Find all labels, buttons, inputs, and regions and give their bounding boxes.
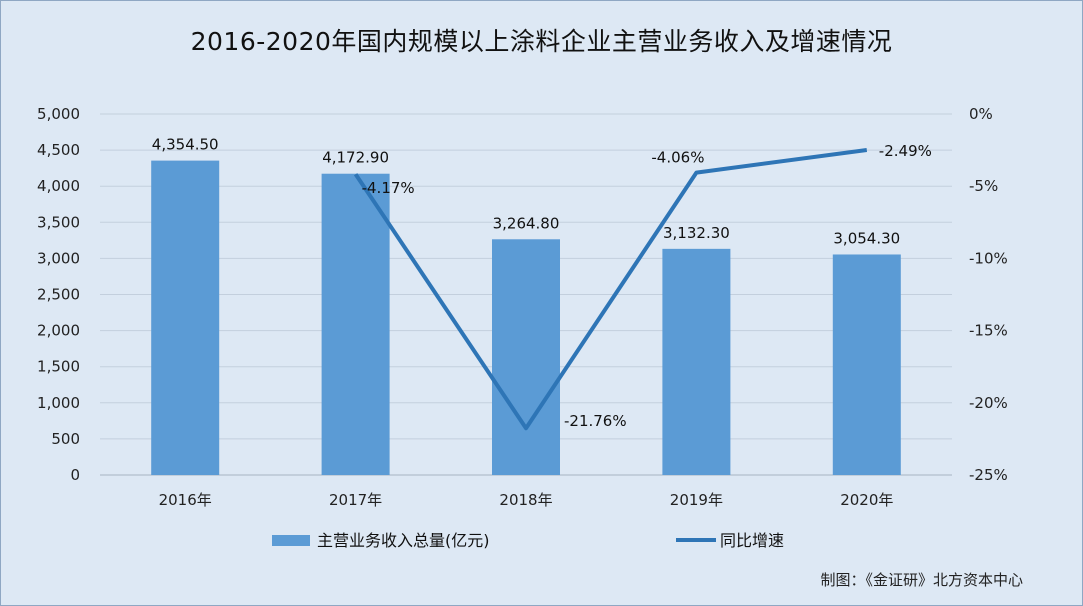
legend-bar-label: 主营业务收入总量(亿元) xyxy=(317,531,490,550)
left-tick-label: 4,500 xyxy=(37,141,80,159)
bar xyxy=(662,248,731,475)
x-tick-label: 2016年 xyxy=(159,491,212,509)
right-axis-ticks: 0% -5% -10% -15% -20% -25% xyxy=(969,105,1008,484)
right-tick-label: -5% xyxy=(969,177,998,195)
left-tick-label: 2,000 xyxy=(37,322,80,340)
bar-value-label: 3,054.30 xyxy=(833,229,900,247)
line-value-label: -2.49% xyxy=(879,142,932,160)
left-axis-ticks: 0 500 1,000 1,500 2,000 2,500 3,000 3,500 4,000 4… xyxy=(37,105,80,484)
line-value-label: -4.17% xyxy=(362,179,415,197)
x-tick-label: 2020年 xyxy=(840,491,893,509)
bar-value-label: 4,172.90 xyxy=(322,149,389,167)
right-tick-label: -10% xyxy=(969,249,1008,267)
chart-title: 2016-2020年国内规模以上涂料企业主营业务收入及增速情况 xyxy=(190,27,893,56)
left-tick-label: 1,000 xyxy=(37,394,80,412)
left-tick-label: 0 xyxy=(70,466,80,484)
x-tick-label: 2019年 xyxy=(670,491,723,509)
right-tick-label: -15% xyxy=(969,322,1008,340)
left-tick-label: 5,000 xyxy=(37,105,80,123)
bar xyxy=(151,160,220,475)
left-tick-label: 3,000 xyxy=(37,249,80,267)
right-tick-label: -20% xyxy=(969,394,1008,412)
line-value-label: -4.06% xyxy=(651,149,704,167)
bar-value-label: 3,132.30 xyxy=(663,224,730,242)
left-tick-label: 3,500 xyxy=(37,213,80,231)
bar xyxy=(321,173,390,475)
growth-line xyxy=(353,147,868,431)
bar xyxy=(832,254,901,475)
left-tick-label: 2,500 xyxy=(37,286,80,304)
left-tick-label: 4,000 xyxy=(37,177,80,195)
legend-line-label: 同比增速 xyxy=(720,531,784,550)
bar-value-label: 3,264.80 xyxy=(493,214,560,232)
right-tick-label: 0% xyxy=(969,105,993,123)
bar-data-labels: 4,354.50 4,172.90 3,264.80 3,132.30 3,054.30 xyxy=(152,136,900,248)
line-data-labels: -4.17% -21.76% -4.06% -2.49% xyxy=(362,142,932,430)
x-tick-label: 2017年 xyxy=(329,491,382,509)
chart-credit: 制图：《金证研》北方资本中心 xyxy=(820,571,1023,589)
bar-series xyxy=(151,160,901,475)
x-tick-label: 2018年 xyxy=(499,491,552,509)
bar-value-label: 4,354.50 xyxy=(152,136,219,154)
right-tick-label: -25% xyxy=(969,466,1008,484)
left-tick-label: 1,500 xyxy=(37,358,80,376)
bar xyxy=(492,239,560,475)
line-value-label: -21.76% xyxy=(564,412,627,430)
left-tick-label: 500 xyxy=(51,430,80,448)
legend: 主营业务收入总量(亿元) 同比增速 xyxy=(272,531,784,550)
legend-bar-swatch xyxy=(272,535,310,546)
x-axis-ticks: 2016年 2017年 2018年 2019年 2020年 xyxy=(159,491,894,509)
